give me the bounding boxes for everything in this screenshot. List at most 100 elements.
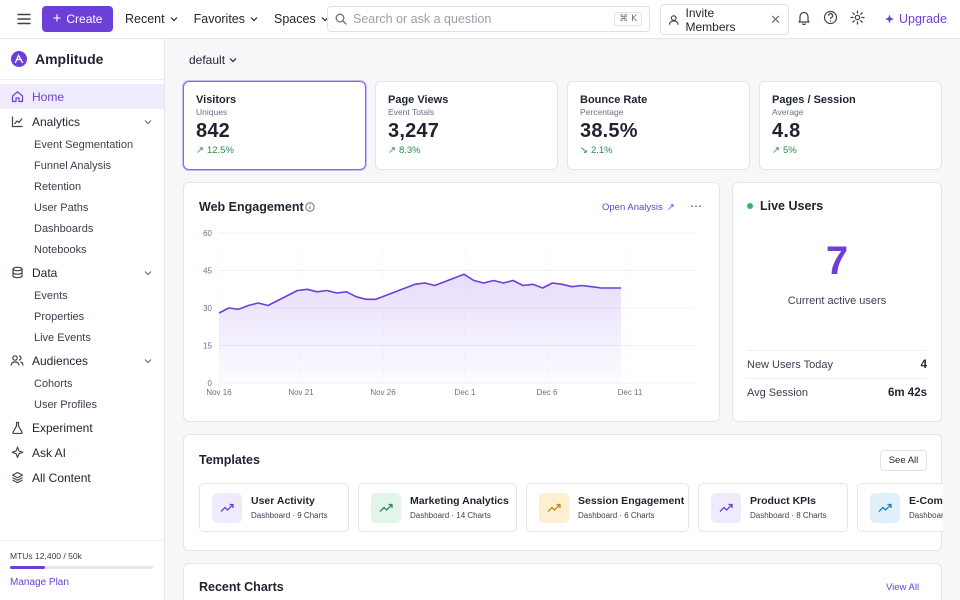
sidebar-subitem-live-events[interactable]: Live Events [34, 331, 91, 344]
templates-list: User Activity Dashboard · 9 Charts Market… [199, 483, 943, 533]
web-engagement-card: Web Engagement Open Analysis ↗ ⋯ 0 15 30 45… [183, 182, 720, 422]
sidebar-item-label: Data [32, 265, 58, 280]
sidebar-item-experiment[interactable]: Experiment [0, 415, 164, 440]
sidebar-subitem-event-segmentation[interactable]: Event Segmentation [34, 138, 134, 151]
recent-label: Recent [125, 12, 165, 26]
sparkle-icon [10, 446, 24, 460]
template-user-activity[interactable]: User Activity Dashboard · 9 Charts [199, 483, 349, 532]
sidebar-item-ask-ai[interactable]: Ask AI [0, 440, 164, 465]
kpi-card-pages-per-session[interactable]: Pages / Session Average 4.8 ↗ 5% [759, 81, 942, 170]
info-icon[interactable] [305, 202, 315, 212]
user-icon [668, 14, 679, 25]
sidebar-subitem-events[interactable]: Events [34, 289, 68, 302]
template-meta: Dashboard · 14 Charts [410, 511, 491, 520]
sidebar-subitem-dashboards[interactable]: Dashboards [34, 222, 94, 235]
new-users-value: 4 [920, 359, 927, 371]
chart-icon [10, 115, 24, 129]
sidebar-subitem-properties[interactable]: Properties [34, 310, 85, 323]
scope-dropdown[interactable]: default [189, 53, 237, 67]
upgrade-link[interactable]: Upgrade [884, 12, 947, 26]
avg-session-value: 6m 42s [887, 387, 927, 399]
sidebar-item-all-content[interactable]: All Content [0, 465, 164, 490]
spaces-menu[interactable]: Spaces [274, 12, 329, 26]
template-name: E-Commerce [909, 495, 943, 507]
gear-icon[interactable] [850, 10, 865, 25]
kpi-value: 3,247 [388, 120, 440, 142]
see-all-button[interactable]: See All [880, 450, 927, 471]
view-all-link[interactable]: View All [886, 582, 920, 593]
templates-card: Templates See All User Activity Dashboard… [183, 434, 943, 551]
recent-charts-card: Recent Charts View All [183, 563, 942, 600]
kpi-delta: ↗ 5% [772, 145, 929, 156]
chevron-down-icon [170, 17, 178, 22]
template-marketing-analytics[interactable]: Marketing Analytics Dashboard · 14 Charts [358, 483, 517, 532]
users-icon [10, 354, 24, 368]
sidebar-item-label: Experiment [32, 420, 93, 435]
new-users-label: New Users Today [747, 359, 833, 371]
live-users-card: Live Users 7 Current active users New Us… [732, 182, 942, 422]
sidebar-item-label: Ask AI [32, 445, 67, 460]
open-analysis-link[interactable]: Open Analysis ↗ [602, 202, 675, 213]
y-tick-label: 60 [203, 229, 212, 238]
main-content: default Visitors Uniques 842 ↗ 12.5% Page… [165, 39, 960, 600]
bell-icon[interactable] [797, 10, 811, 25]
kpi-card-page-views[interactable]: Page Views Event Totals 3,247 ↗ 8.3% [375, 81, 558, 170]
search-input[interactable]: Search or ask a question ⌘ K [327, 6, 650, 32]
invite-members-button[interactable]: Invite Members ✕ [660, 4, 789, 35]
kpi-delta: ↗ 12.5% [196, 145, 353, 156]
sidebar-subitem-user-profiles[interactable]: User Profiles [34, 398, 97, 411]
sidebar-item-audiences[interactable]: Audiences [0, 348, 164, 373]
y-tick-label: 0 [208, 379, 213, 388]
y-tick-label: 45 [203, 267, 212, 276]
kpi-delta-value: 12.5% [206, 145, 234, 156]
web-engagement-title: Web Engagement [199, 200, 304, 214]
favorites-menu[interactable]: Favorites [194, 12, 258, 26]
template-session-engagement[interactable]: Session Engagement Dashboard · 6 Charts [526, 483, 689, 532]
sidebar-subitem-retention[interactable]: Retention [34, 180, 82, 193]
kpi-title: Pages / Session [772, 94, 856, 106]
sidebar-item-home[interactable]: Home [0, 84, 164, 109]
sidebar-item-data[interactable]: Data [0, 260, 164, 285]
template-product-kpis[interactable]: Product KPIs Dashboard · 8 Charts [698, 483, 848, 532]
avg-session-row: Avg Session 6m 42s [747, 378, 927, 399]
kpi-card-bounce-rate[interactable]: Bounce Rate Percentage 38.5% ↘ 2.1% [567, 81, 750, 170]
y-tick-label: 15 [203, 342, 212, 351]
sidebar-subitem-funnel-analysis[interactable]: Funnel Analysis [34, 159, 112, 172]
series-line [218, 273, 621, 314]
create-button[interactable]: + Create [42, 6, 113, 32]
sidebar-item-label: Home [32, 89, 65, 104]
kpi-title: Page Views [388, 94, 449, 106]
arrow-down-right-icon: ↘ [580, 145, 588, 156]
manage-plan-link[interactable]: Manage Plan [10, 577, 69, 588]
recent-menu[interactable]: Recent [125, 12, 178, 26]
arrow-up-right-icon: ↗ [772, 145, 780, 156]
sparkle-icon [885, 14, 894, 23]
sidebar-subitem-cohorts[interactable]: Cohorts [34, 377, 73, 390]
web-engagement-chart: 0 15 30 45 60 Nov 16 Nov 21 Nov 26 Dec 1 Dec 6 Dec… [203, 229, 695, 397]
kpi-delta: ↘ 2.1% [580, 145, 737, 156]
more-options-icon[interactable]: ⋯ [690, 199, 703, 213]
chevron-down-icon[interactable] [144, 269, 152, 277]
kpi-value: 842 [196, 120, 230, 142]
mtu-progress-fill [10, 566, 46, 569]
chevron-down-icon [229, 58, 237, 63]
spaces-label: Spaces [274, 12, 316, 26]
sidebar-subitem-notebooks[interactable]: Notebooks [34, 243, 87, 256]
brand[interactable]: Amplitude [0, 39, 164, 80]
template-meta: Dashboard · 6 Charts [578, 511, 655, 520]
close-icon[interactable]: ✕ [770, 11, 781, 27]
template-e-commerce[interactable]: E-Commerce Dashboard · 11 Charts [857, 483, 943, 532]
kpi-card-visitors[interactable]: Visitors Uniques 842 ↗ 12.5% [183, 81, 366, 170]
sidebar-subitem-user-paths[interactable]: User Paths [34, 201, 89, 214]
sidebar-item-label: Audiences [32, 353, 89, 368]
top-bar: + Create Recent Favorites Spaces Search … [0, 0, 960, 39]
menu-icon[interactable] [0, 0, 48, 39]
help-icon[interactable] [823, 10, 838, 25]
amplitude-logo-icon [11, 51, 27, 67]
kpi-subtitle: Uniques [196, 107, 228, 117]
database-icon [10, 266, 24, 280]
chevron-down-icon[interactable] [144, 357, 152, 365]
live-users-title: Live Users [760, 199, 824, 213]
sidebar-item-analytics[interactable]: Analytics [0, 109, 164, 134]
chevron-down-icon[interactable] [144, 118, 152, 126]
